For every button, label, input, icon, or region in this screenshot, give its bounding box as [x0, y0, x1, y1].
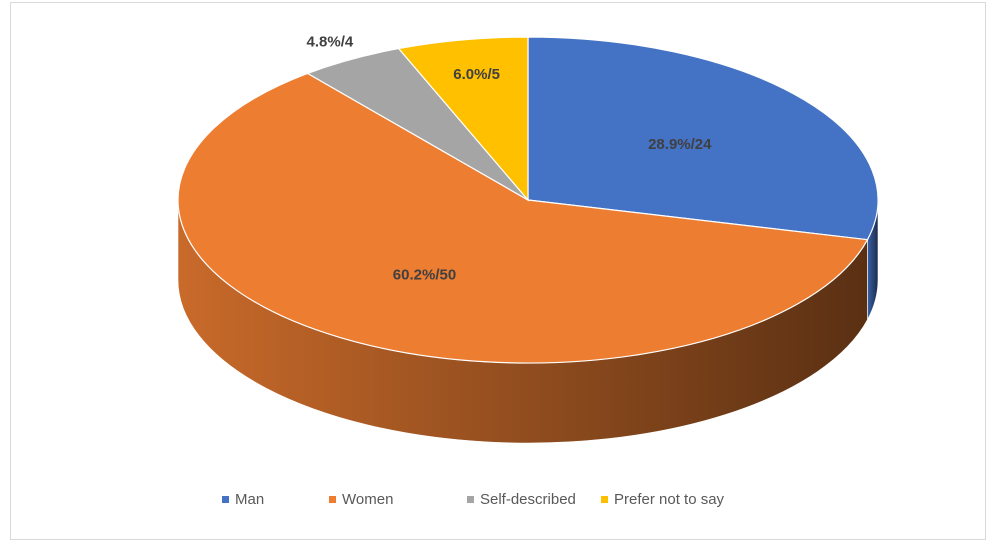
slice: [397, 36, 529, 202]
legend-marker: [329, 496, 336, 503]
slice: [177, 72, 869, 364]
legend-label: Prefer not to say: [614, 491, 725, 508]
slice: [527, 36, 879, 241]
legend-label: Man: [235, 491, 264, 508]
legend-label: Self-described: [480, 491, 576, 508]
data-label: 28.9%/24: [648, 136, 712, 153]
data-label: 60.2%/50: [393, 267, 456, 284]
data-label: 6.0%/5: [453, 66, 500, 83]
legend-label: Women: [342, 491, 393, 508]
data-label: 4.8%/4: [307, 33, 354, 50]
legend-marker: [467, 496, 474, 503]
legend-marker: [601, 496, 608, 503]
legend-marker: [222, 496, 229, 503]
